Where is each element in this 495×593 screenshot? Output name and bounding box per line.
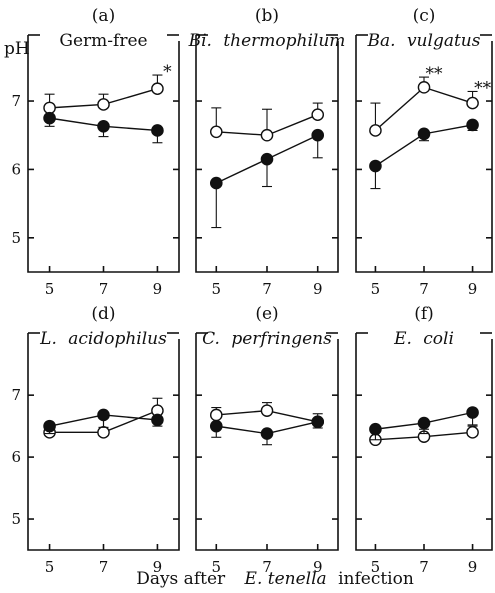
panel-title: L. acidophilus: [39, 329, 167, 349]
data-point-open: [97, 426, 110, 439]
x-tick-label: 7: [99, 280, 109, 298]
y-tick-label: 5: [11, 229, 21, 247]
data-point-open: [209, 408, 223, 422]
series-line-open: [374, 86, 473, 131]
data-point-filled: [369, 159, 382, 173]
panel-label: (a): [92, 6, 115, 26]
y-tick-label: 6: [11, 160, 21, 178]
panel-label: (e): [255, 304, 278, 324]
data-point-open: [260, 404, 274, 417]
y-axis-unit-label: pH: [4, 39, 30, 59]
panel-title: C. perfringens: [202, 329, 332, 349]
panel-2: (b) Bi. thermophilum 5 7 9: [188, 6, 346, 298]
panel-label: (c): [413, 6, 436, 26]
x-tick-label: 7: [99, 558, 109, 576]
data-point-open: [97, 98, 110, 111]
data-point-filled: [311, 415, 325, 429]
significance-marker: **: [426, 64, 444, 84]
data-point-filled: [417, 416, 431, 430]
panel-title: E. coli: [393, 329, 454, 349]
data-point-open: [311, 108, 325, 122]
data-point-filled: [466, 406, 479, 419]
significance-marker: *: [163, 62, 172, 82]
x-axis-label-part-2: E. tenella: [244, 569, 327, 589]
panel-3: (c) Ba. vulgatus 5 7 9 ** **: [355, 6, 493, 298]
x-tick-label: 9: [468, 558, 478, 576]
y-tick-label: 7: [11, 386, 21, 404]
significance-marker: **: [474, 78, 492, 98]
x-tick-label: 9: [313, 558, 323, 576]
data-point-open: [417, 81, 431, 94]
x-axis-label: Days after E. tenella infection: [136, 569, 414, 589]
x-tick-label: 5: [212, 280, 222, 298]
data-point-filled: [466, 118, 479, 132]
y-tick-label: 6: [11, 448, 21, 466]
data-point-filled: [417, 127, 431, 141]
data-point-filled: [369, 422, 382, 436]
x-axis-label-part-3: infection: [338, 569, 414, 589]
panel-title: Germ-free: [59, 31, 147, 51]
data-point-filled: [97, 408, 110, 422]
panel-frame: [27, 333, 180, 551]
data-point-filled: [151, 413, 164, 427]
data-point-filled: [209, 419, 223, 433]
data-point-filled: [311, 128, 325, 142]
panel-title: Ba. vulgatus: [367, 31, 481, 51]
data-point-filled: [260, 427, 274, 440]
panel-label: (f): [414, 304, 434, 324]
panel-5: (e) C. perfringens 5 7 9: [195, 304, 339, 576]
data-point-open: [466, 96, 479, 110]
data-point-open: [209, 125, 223, 139]
data-point-filled: [151, 124, 164, 137]
panels-group: (a) Germ-free 5 6 7 5 7 9 * (b) Bi. thermophilum 5 7…: [11, 6, 493, 576]
x-tick-label: 9: [313, 280, 323, 298]
x-tick-label: 5: [45, 280, 55, 298]
panel-frame: [355, 35, 493, 273]
panel-6: (f) E. coli 5 7 9: [355, 304, 493, 576]
panel-1: (a) Germ-free 5 6 7 5 7 9 *: [11, 6, 180, 298]
x-tick-label: 7: [262, 558, 272, 576]
data-point-filled: [43, 419, 56, 433]
panel-frame: [27, 35, 180, 273]
data-point-open: [260, 128, 274, 142]
x-tick-label: 9: [153, 280, 163, 298]
x-tick-label: 5: [371, 558, 381, 576]
x-tick-label: 7: [419, 558, 429, 576]
panel-label: (b): [255, 6, 279, 26]
x-tick-label: 5: [371, 280, 381, 298]
data-point-filled: [43, 111, 56, 125]
panel-4: (d) L. acidophilus 5 6 7 5 7 9: [11, 304, 180, 576]
x-tick-label: 7: [419, 280, 429, 298]
y-tick-label: 5: [11, 510, 21, 528]
data-point-filled: [209, 176, 223, 190]
x-tick-label: 5: [212, 558, 222, 576]
data-point-open: [43, 101, 56, 115]
data-point-filled: [260, 152, 274, 166]
data-point-filled: [97, 120, 110, 133]
y-tick-label: 7: [11, 92, 21, 110]
x-tick-label: 7: [262, 280, 272, 298]
data-point-open: [466, 426, 479, 439]
x-tick-label: 9: [153, 558, 163, 576]
x-tick-label: 9: [468, 280, 478, 298]
data-point-open: [369, 124, 382, 137]
x-tick-label: 5: [45, 558, 55, 576]
panel-label: (d): [91, 304, 115, 324]
panel-title: Bi. thermophilum: [188, 31, 346, 51]
x-axis-label-part-1: Days after: [136, 569, 226, 589]
data-point-open: [151, 82, 164, 96]
